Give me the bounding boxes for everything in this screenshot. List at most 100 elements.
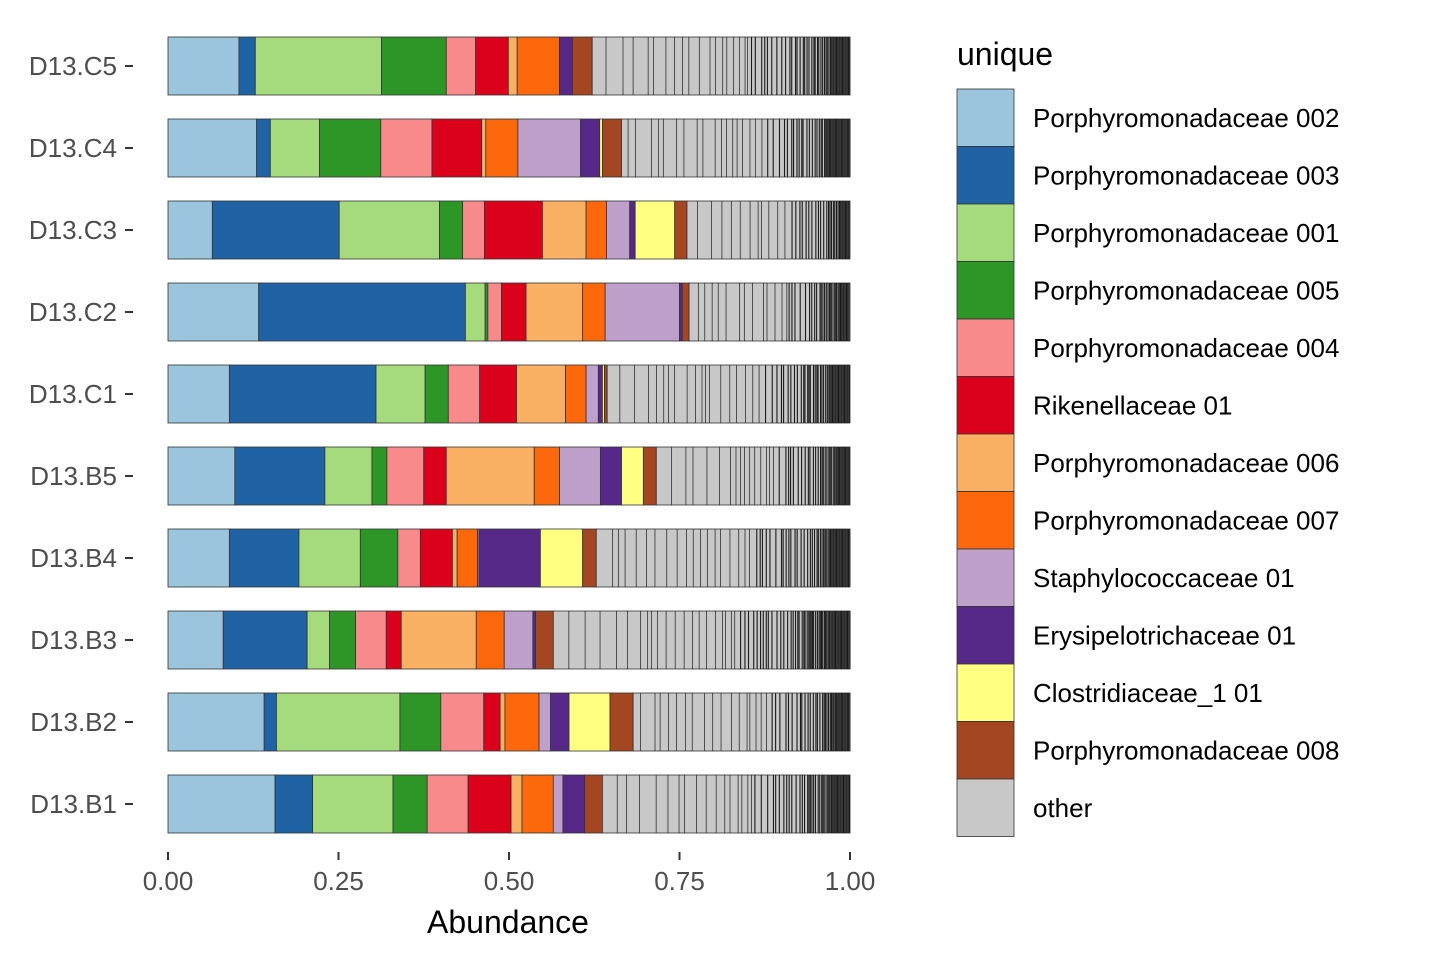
legend: unique Porphyromonadaceae 002 Porphyromon… [956,36,1339,837]
bar-segment [211,200,340,260]
other-taxa-lines [568,611,851,669]
bar-segment [386,446,425,506]
bar-segment [483,692,501,752]
y-tick-label: D13.B4 [30,543,117,573]
bar-segment [585,364,599,424]
bar-segment [318,118,382,178]
bar-segment [552,610,851,670]
other-taxa-lines [671,447,850,505]
bar-segment [167,446,236,506]
legend-key [956,721,1015,780]
legend-label: Porphyromonadaceae 006 [1033,448,1339,478]
bar-segment [597,364,603,424]
bar-segment [580,118,601,178]
bar-segment [167,200,213,260]
bar-segment [238,36,256,96]
bar-segment [604,282,680,342]
legend-label: Porphyromonadaceae 005 [1033,275,1339,305]
bar-segment [552,774,564,834]
bar-segment [380,118,433,178]
bar-segment [516,36,560,96]
bar-segment [274,774,313,834]
x-tick-label: 1.00 [825,866,876,896]
bar-segment [504,692,540,752]
y-tick-label: D13.B1 [30,789,117,819]
bar-segment [385,610,402,670]
bar-segment [447,364,481,424]
bar-segment [550,692,570,752]
bar-segment [535,610,554,670]
bar-segment [355,610,387,670]
legend-label: Staphylococcaceae 01 [1033,563,1295,593]
bar-segment [399,692,442,752]
bar-segment [532,610,536,670]
legend-label: Porphyromonadaceae 004 [1033,333,1339,363]
legend-label: Erysipelotrichaceae 01 [1033,620,1296,650]
other-taxa-lines [605,37,851,95]
bar-segment [445,446,535,506]
bar-segment [359,528,399,588]
bar-segment [559,446,601,506]
x-tick-label: 0.50 [484,866,535,896]
bar-segment [521,774,554,834]
bar-segment [392,774,428,834]
bar-segment [375,364,426,424]
legend-key [956,203,1015,262]
bar-segment [167,118,258,178]
bar-segment [507,36,518,96]
y-tick-label: D13.C4 [29,133,117,163]
bar-segment [525,282,584,342]
bar-segment [254,36,382,96]
bar-segment [674,200,688,260]
y-tick-label: D13.B5 [30,461,117,491]
bar-segment [516,364,566,424]
bar-segment [604,364,608,424]
bar-segment [381,36,447,96]
y-tick-label: D13.C1 [29,379,117,409]
bar-segment [167,36,240,96]
other-taxa-lines [697,201,850,259]
bar-segment [456,528,479,588]
bar-segment [400,610,477,670]
x-tick-label: 0.00 [143,866,194,896]
bar-segment [501,282,527,342]
bar-segment [440,692,485,752]
bar-segment [276,692,401,752]
bar-segment [263,692,277,752]
bar-segment [228,364,377,424]
legend-key [956,376,1015,435]
legend-label: other [1033,793,1093,823]
bar-segment [572,36,593,96]
other-taxa-lines [619,365,850,423]
bar-segment [599,446,622,506]
bar-segment [484,282,489,342]
bar-segment [228,528,300,588]
bar-segment [568,692,611,752]
bar-segment [167,774,276,834]
legend-key [956,778,1015,837]
bar-segment [533,446,560,506]
bar-segment [562,774,586,834]
bar-segment [439,200,464,260]
bar-segment [269,118,320,178]
legend-key [956,606,1015,665]
legend-label: Porphyromonadaceae 001 [1033,218,1339,248]
legend-key [956,548,1015,607]
other-taxa-lines [627,119,851,177]
bar-segment [298,528,361,588]
legend-label: Porphyromonadaceae 007 [1033,505,1339,535]
bar-segment [487,282,502,342]
bar-segment [538,692,552,752]
bar-segment [324,446,373,506]
bar-segment [679,282,683,342]
legend-label: Rikenellaceae 01 [1033,390,1232,420]
bar-segment [539,528,584,588]
bar-segment [222,610,308,670]
legend-key [956,433,1015,492]
bar-segment [397,528,421,588]
bar-segment [419,528,453,588]
bar-segment [484,200,543,260]
bars-layer [167,36,851,834]
x-axis: 0.00 0.25 0.50 0.75 1.00 [143,852,876,896]
y-axis: D13.B1 D13.B2 D13.B3 D13.B4 D13.B5 D13.C1 D13.… [29,51,133,819]
